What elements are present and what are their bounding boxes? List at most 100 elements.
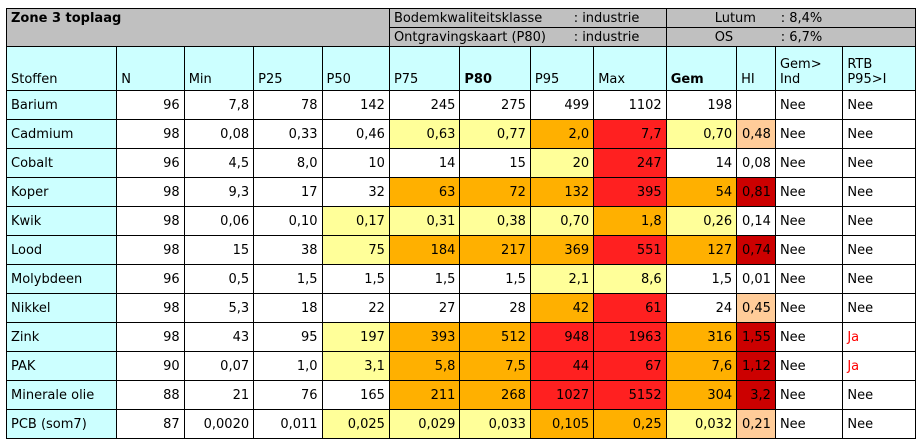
table-row: Koper 98 9,3 17 32 63 72 132 395 54 0,81 Nee Nee: [5, 177, 916, 207]
table-cell: 551: [593, 235, 667, 265]
table-cell: 0,81: [736, 177, 776, 207]
table-cell: Nee: [842, 380, 916, 410]
table-cell: 22: [321, 293, 390, 323]
excavation-map-cell: Ontgravingskaart (P80) : industrie: [388, 27, 667, 47]
os-value: : 6,7%: [780, 29, 823, 45]
substance-name: Minerale olie: [5, 380, 118, 410]
os-label: OS: [714, 29, 734, 45]
table-cell: 17: [253, 177, 323, 207]
table-cell: 67: [593, 351, 667, 381]
table-cell: 9,3: [183, 177, 255, 207]
table-cell: 1,5: [321, 264, 390, 294]
table-cell: 1,5: [459, 264, 531, 294]
substance-name: Lood: [5, 235, 118, 265]
table-cell: Ja: [842, 351, 916, 381]
os-cell: OS : 6,7%: [665, 27, 917, 47]
table-cell: 0,74: [736, 235, 776, 265]
table-cell: 7,7: [593, 119, 667, 149]
column-header: P50: [321, 46, 390, 91]
table-cell: 2,0: [529, 119, 595, 149]
table-cell: 44: [529, 351, 595, 381]
table-cell: 0,26: [665, 206, 738, 236]
table-cell: 393: [388, 322, 461, 352]
table-cell: Nee: [842, 206, 916, 236]
table-cell: 5,3: [183, 293, 255, 323]
column-header: P80: [459, 46, 531, 91]
table-cell: 10: [321, 148, 390, 178]
table-cell: 0,033: [459, 409, 531, 439]
table-cell: 3,1: [321, 351, 390, 381]
table-cell: 0,029: [388, 409, 461, 439]
column-header: Max: [593, 46, 667, 91]
table-cell: Nee: [842, 177, 916, 207]
table-cell: 0,48: [736, 119, 776, 149]
table-cell: 38: [253, 235, 323, 265]
table-title: Zone 3 toplaag: [6, 8, 390, 47]
column-header: Stoffen: [5, 46, 118, 91]
substance-name: PCB (som7): [5, 409, 118, 439]
lutum-value: : 8,4%: [780, 10, 823, 26]
excavation-map-label: Ontgravingskaart (P80): [393, 29, 546, 45]
table-cell: 95: [253, 322, 323, 352]
table-cell: 0,46: [321, 119, 390, 149]
table-cell: 0,21: [736, 409, 776, 439]
table-cell: 20: [529, 148, 595, 178]
table-cell: 1,5: [253, 264, 323, 294]
table-cell: 0,63: [388, 119, 461, 149]
table-cell: 0,0020: [183, 409, 255, 439]
table-cell: 0,08: [183, 119, 255, 149]
table-cell: Nee: [842, 409, 916, 439]
table-cell: 27: [388, 293, 461, 323]
table-cell: 127: [665, 235, 738, 265]
table-cell: 1,0: [253, 351, 323, 381]
table-cell: Nee: [842, 235, 916, 265]
table-cell: Ja: [842, 322, 916, 352]
column-header-row: Stoffen N Min P25 P50 P75 P80 P95 Max Gem HI Gem> I…: [5, 46, 916, 91]
table-cell: Nee: [842, 293, 916, 323]
table-cell: Nee: [774, 380, 844, 410]
table-cell: 98: [116, 119, 185, 149]
column-header: RTB P95>I: [842, 46, 916, 91]
soil-class-label: Bodemkwaliteitsklasse: [393, 10, 543, 26]
table-cell: Nee: [774, 177, 844, 207]
table-cell: 0,70: [529, 206, 595, 236]
table-cell: 0,25: [593, 409, 667, 439]
table-cell: 142: [321, 90, 390, 120]
table-cell: Nee: [842, 264, 916, 294]
table-cell: 0,38: [459, 206, 531, 236]
table-row: Cobalt 96 4,5 8,0 10 14 15 20 247 14 0,08 Nee Nee: [5, 148, 916, 178]
soil-class-cell: Bodemkwaliteitsklasse : industrie: [388, 8, 667, 28]
table-cell: 1,55: [736, 322, 776, 352]
substance-name: Molybdeen: [5, 264, 118, 294]
table-cell: Nee: [842, 119, 916, 149]
table-cell: Nee: [774, 119, 844, 149]
table-cell: 24: [665, 293, 738, 323]
table-cell: Nee: [774, 351, 844, 381]
table-cell: 5152: [593, 380, 667, 410]
table-cell: 1027: [529, 380, 595, 410]
table-cell: 8,0: [253, 148, 323, 178]
table-cell: Nee: [774, 322, 844, 352]
lutum-label: Lutum: [714, 10, 756, 26]
table-cell: 98: [116, 293, 185, 323]
table-cell: 0,31: [388, 206, 461, 236]
lutum-cell: Lutum : 8,4%: [665, 8, 917, 28]
excavation-map-value: : industrie: [573, 29, 640, 45]
substance-name: PAK: [5, 351, 118, 381]
table-cell: Nee: [774, 264, 844, 294]
table-cell: 15: [459, 148, 531, 178]
table-cell: 8,6: [593, 264, 667, 294]
table-cell: 43: [183, 322, 255, 352]
soil-class-value: : industrie: [573, 10, 640, 26]
table-cell: 0,06: [183, 206, 255, 236]
table-cell: Nee: [774, 235, 844, 265]
table-row: Nikkel 98 5,3 18 22 27 28 42 61 24 0,45 Nee Nee: [5, 293, 916, 323]
column-header: N: [116, 46, 185, 91]
table-cell: 7,6: [665, 351, 738, 381]
table-cell: 304: [665, 380, 738, 410]
table-cell: Nee: [774, 409, 844, 439]
table-cell: 96: [116, 264, 185, 294]
table-cell: 98: [116, 322, 185, 352]
substance-name: Barium: [5, 90, 118, 120]
table-cell: Nee: [842, 148, 916, 178]
